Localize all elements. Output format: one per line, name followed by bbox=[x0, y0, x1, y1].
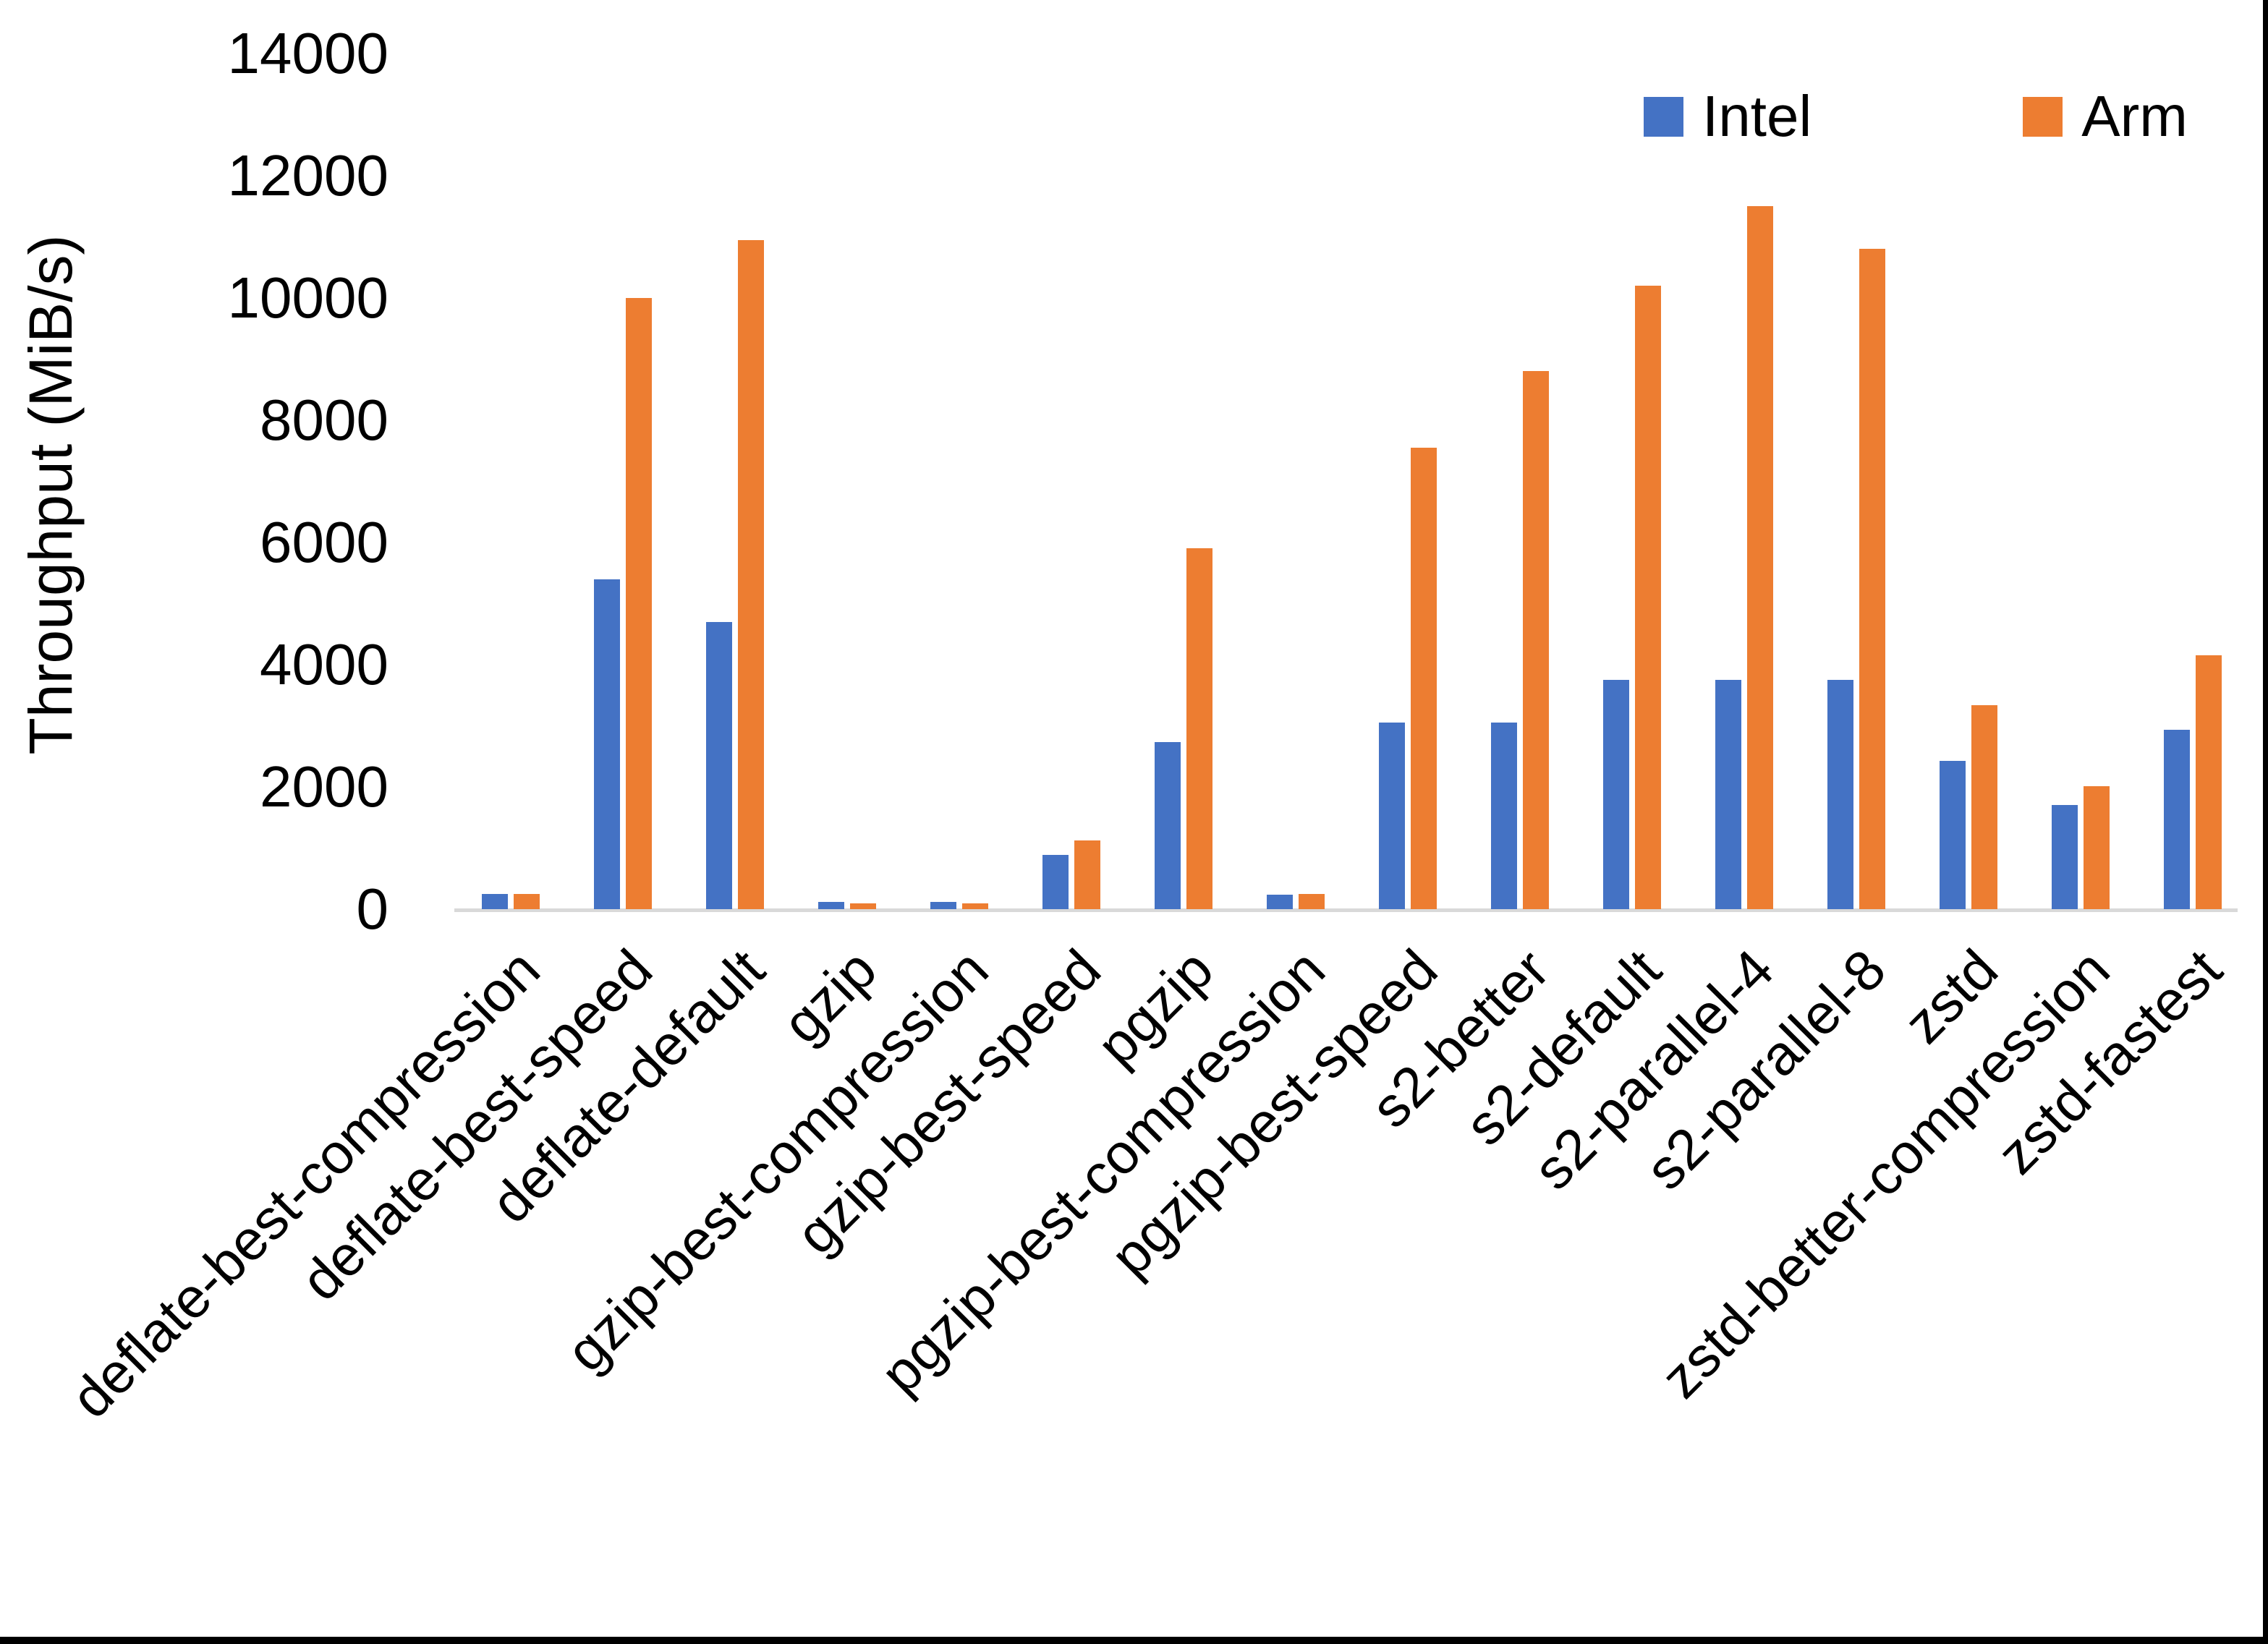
legend-label-intel: Intel bbox=[1702, 84, 1812, 148]
bar-arm-pgzip-best-compression bbox=[1299, 894, 1325, 909]
bar-arm-deflate-default bbox=[738, 240, 764, 909]
bar-intel-deflate-best-compression bbox=[482, 894, 508, 909]
bar-arm-zstd-fastest bbox=[2196, 655, 2222, 909]
bar-intel-pgzip bbox=[1155, 742, 1181, 909]
y-tick-label-4000: 4000 bbox=[260, 632, 388, 697]
y-tick-label-10000: 10000 bbox=[227, 265, 388, 330]
bar-arm-deflate-best-compression bbox=[514, 894, 540, 909]
bar-intel-gzip-best-compression bbox=[930, 902, 956, 909]
y-tick-label-0: 0 bbox=[356, 877, 389, 941]
y-tick-label-12000: 12000 bbox=[227, 143, 388, 208]
bar-arm-s2-default bbox=[1635, 286, 1661, 909]
bar-intel-s2-parallel-8 bbox=[1827, 680, 1853, 909]
bar-intel-s2-default bbox=[1603, 680, 1629, 909]
y-tick-label-14000: 14000 bbox=[227, 21, 388, 85]
legend-label-arm: Arm bbox=[2081, 84, 2188, 148]
bar-intel-gzip bbox=[818, 902, 844, 909]
bar-arm-gzip bbox=[850, 903, 876, 909]
bar-intel-s2-better bbox=[1491, 723, 1517, 909]
bar-intel-pgzip-best-speed bbox=[1379, 723, 1405, 909]
bar-intel-zstd bbox=[1940, 761, 1966, 909]
bar-arm-s2-parallel-8 bbox=[1859, 249, 1885, 909]
screenshot-right-border bbox=[2263, 0, 2268, 1644]
bar-arm-gzip-best-speed bbox=[1074, 840, 1100, 909]
bar-intel-s2-parallel-4 bbox=[1715, 680, 1741, 909]
bar-arm-zstd-better-compression bbox=[2084, 786, 2110, 909]
bar-arm-deflate-best-speed bbox=[626, 298, 652, 909]
y-tick-label-2000: 2000 bbox=[260, 754, 388, 819]
bar-arm-pgzip bbox=[1186, 548, 1212, 909]
legend: Intel Arm bbox=[1644, 84, 2188, 148]
bar-intel-deflate-best-speed bbox=[594, 579, 620, 909]
bar-intel-pgzip-best-compression bbox=[1267, 895, 1293, 909]
screenshot-bottom-border bbox=[0, 1637, 2268, 1644]
bar-intel-zstd-fastest bbox=[2164, 730, 2190, 909]
bar-arm-s2-better bbox=[1523, 371, 1549, 909]
x-axis-line bbox=[454, 908, 2238, 912]
y-tick-label-8000: 8000 bbox=[260, 388, 388, 452]
bar-arm-zstd bbox=[1971, 705, 1997, 909]
y-axis-title: Throughput (MiB/s) bbox=[17, 234, 85, 755]
bar-intel-zstd-better-compression bbox=[2052, 805, 2078, 909]
legend-swatch-intel bbox=[1644, 96, 1683, 137]
y-tick-label-6000: 6000 bbox=[260, 510, 388, 574]
bar-arm-s2-parallel-4 bbox=[1747, 206, 1773, 909]
bar-intel-deflate-default bbox=[706, 622, 732, 909]
legend-swatch-arm bbox=[2023, 96, 2063, 137]
bar-arm-pgzip-best-speed bbox=[1411, 448, 1437, 909]
bar-arm-gzip-best-compression bbox=[962, 903, 988, 909]
bar-intel-gzip-best-speed bbox=[1042, 855, 1069, 909]
x-axis-label-deflate-best-compression: deflate-best-compression bbox=[59, 937, 552, 1431]
